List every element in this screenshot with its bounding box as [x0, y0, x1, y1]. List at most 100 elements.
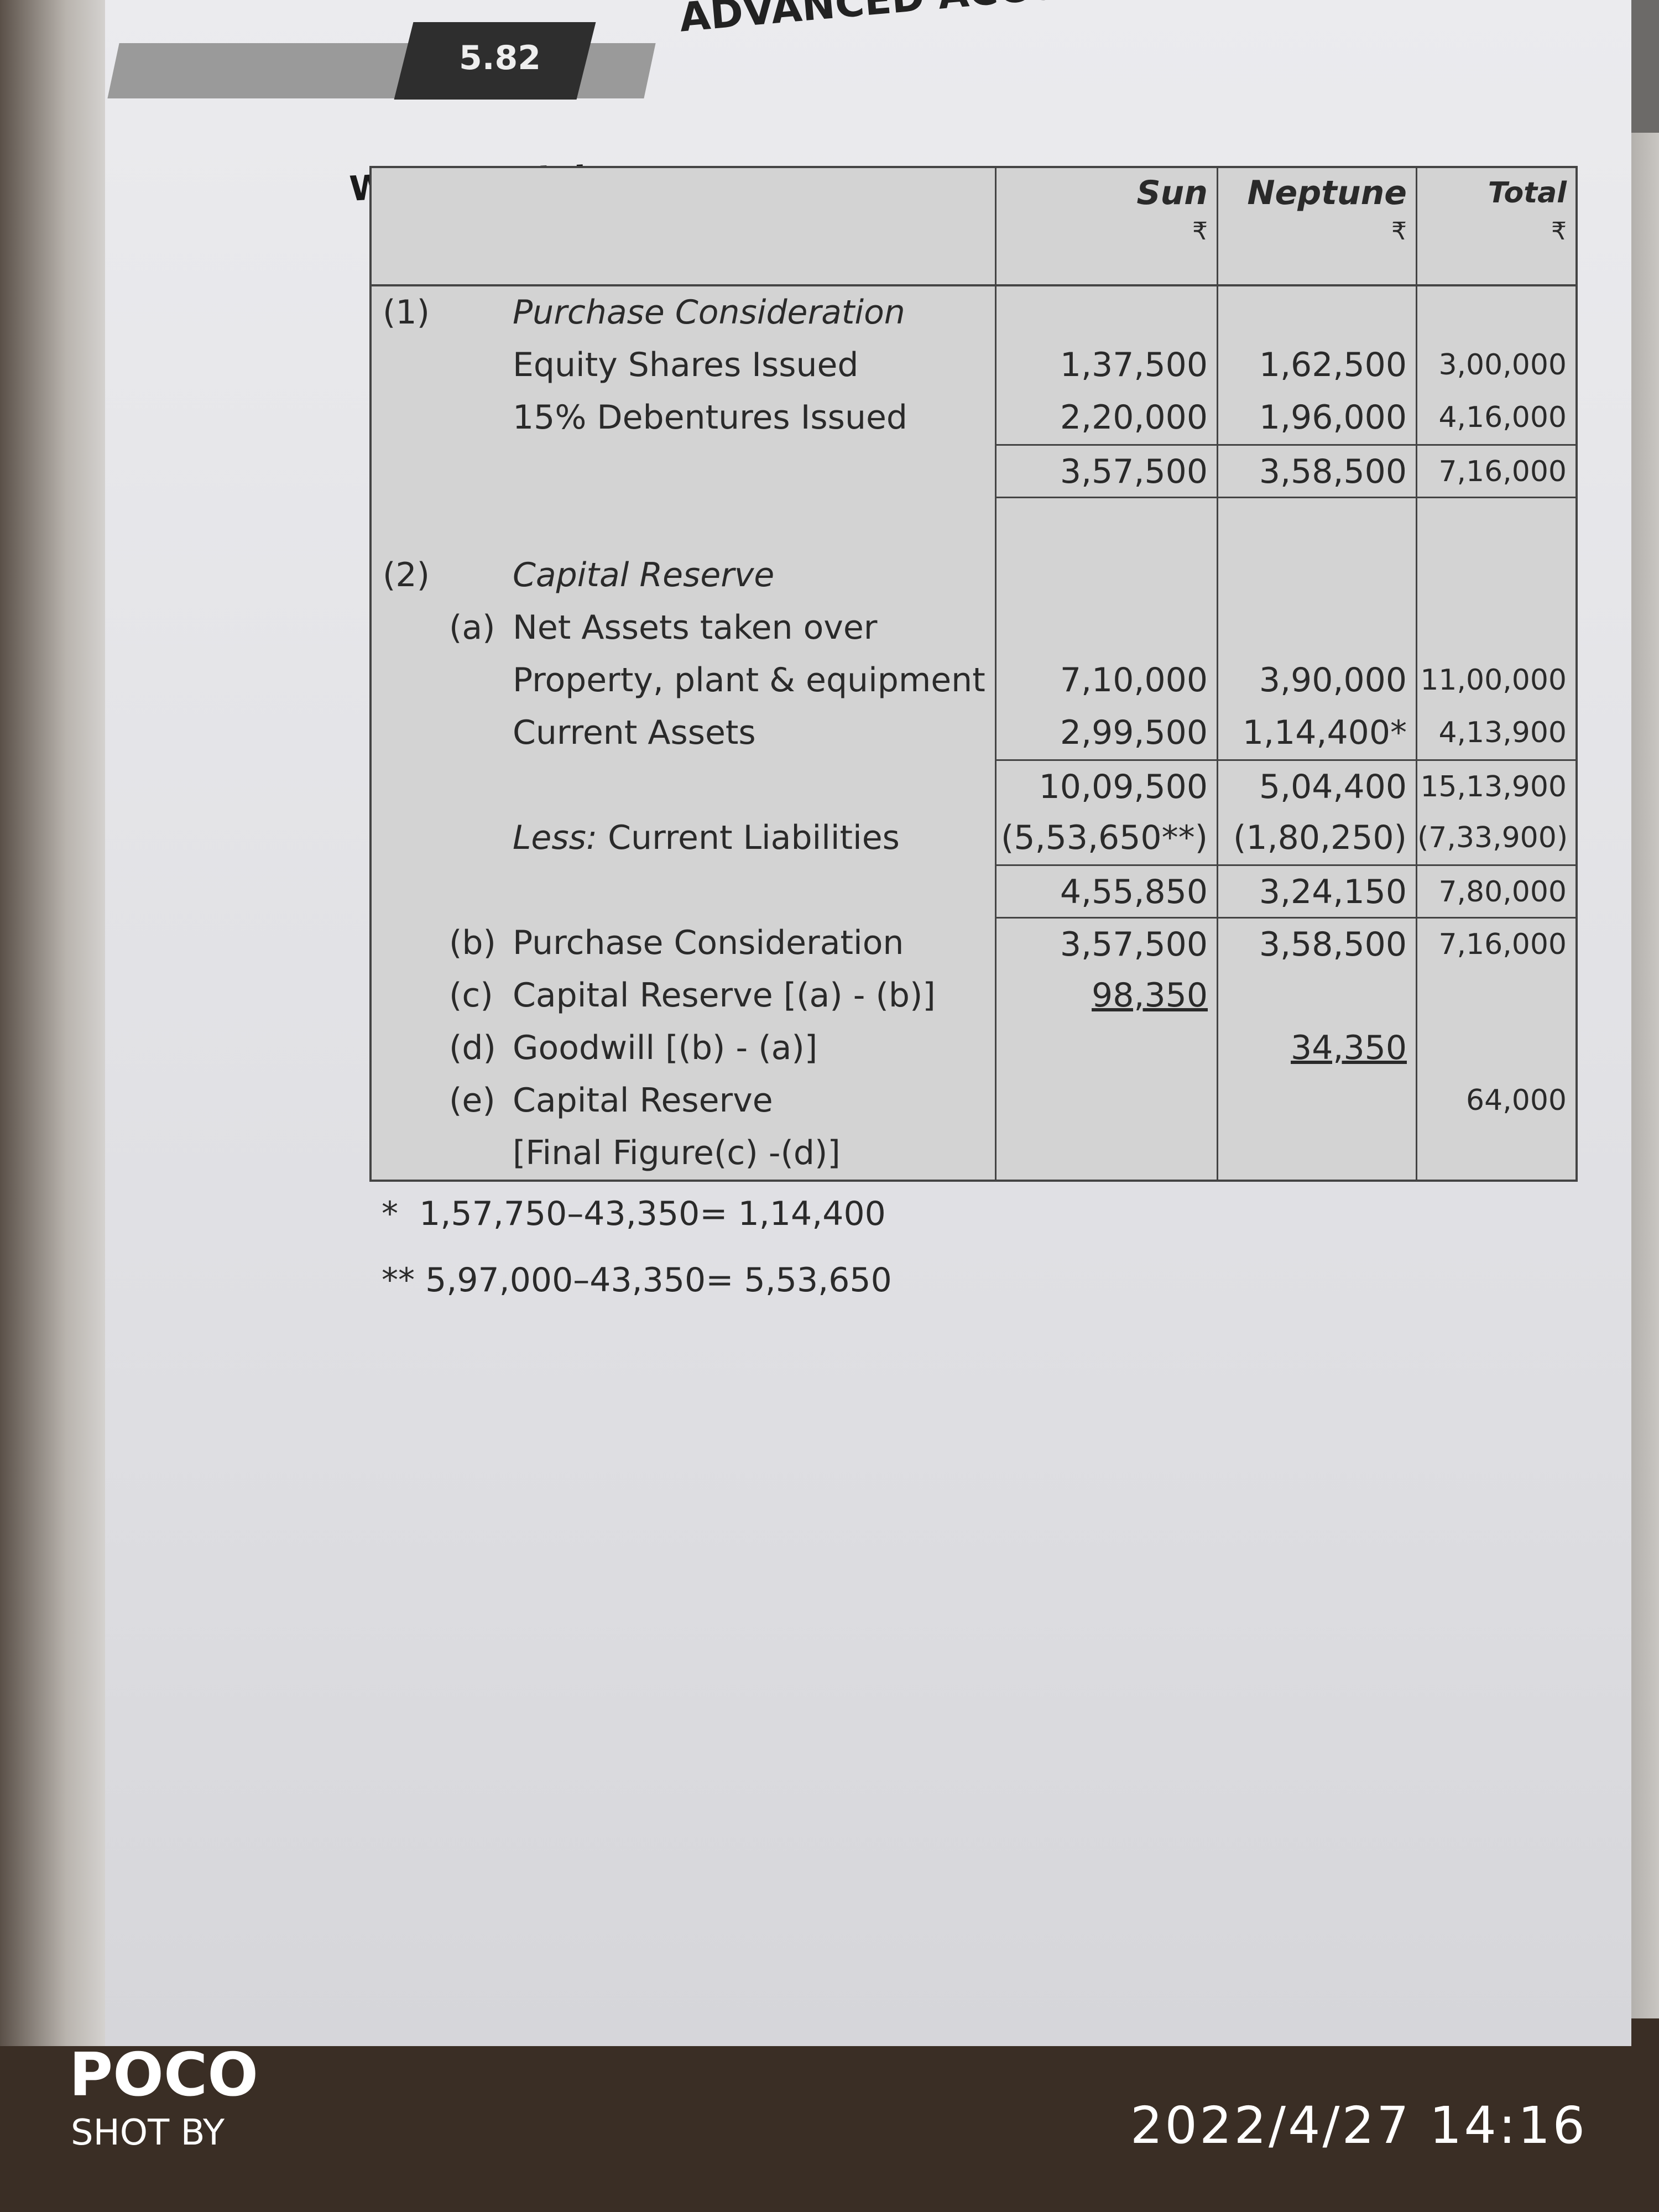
item-text: Less: Current Liabilities: [513, 818, 900, 857]
description-cell: (d) Goodwill [(b) - (a)]: [372, 1022, 997, 1074]
page-number: 5.82: [459, 39, 541, 77]
value-neptune: (1,80,250): [1218, 812, 1417, 864]
item-text: Net Assets taken over: [513, 608, 878, 647]
value-sun: 3,57,500: [997, 444, 1218, 497]
value-total: [1417, 969, 1575, 1022]
item-text: Capital Reserve: [513, 556, 775, 594]
description-cell: (1) Purchase Consideration: [372, 286, 997, 339]
value-sun: [997, 1074, 1218, 1127]
table-row: [Final Figure(c) -(d)]: [372, 1127, 1575, 1180]
footnote-mark: **: [382, 1261, 415, 1300]
value-sun: (5,53,650**): [997, 812, 1218, 864]
item-text: Property, plant & equipment: [513, 661, 985, 700]
table-row: 3,57,500 3,58,500 7,16,000: [372, 444, 1575, 497]
value-sun: 10,09,500: [997, 759, 1218, 812]
sub-item-letter: (c): [449, 976, 493, 1015]
watermark-caption: SHOT BY: [71, 2112, 225, 2153]
sub-item-letter: (a): [449, 608, 495, 647]
value-total: 15,13,900: [1417, 759, 1575, 812]
value-total: [1417, 1022, 1575, 1074]
value-neptune: 3,58,500: [1218, 444, 1417, 497]
value-sun: 7,10,000: [997, 654, 1218, 707]
item-number: (2): [383, 556, 430, 594]
value-total: [1417, 286, 1575, 339]
column-header-sun: Sun ₹: [997, 168, 1218, 284]
table-row: Less: Current Liabilities (5,53,650**) (1,…: [372, 812, 1575, 864]
rupee-unit: ₹: [1391, 217, 1407, 246]
value-total: [1417, 497, 1575, 549]
table-row: (e) Capital Reserve 64,000: [372, 1074, 1575, 1127]
column-name: Sun: [1136, 174, 1208, 212]
value-neptune: 34,350: [1218, 1022, 1417, 1074]
value-sun: [997, 286, 1218, 339]
value-neptune: 3,58,500: [1218, 917, 1417, 969]
item-text: Capital Reserve [(a) - (b)]: [513, 976, 936, 1015]
description-cell: Equity Shares Issued: [372, 339, 997, 392]
table-header-row: Sun ₹ Neptune ₹ Total ₹: [372, 168, 1575, 286]
description-cell: Less: Current Liabilities: [372, 812, 997, 864]
column-name: Neptune: [1247, 174, 1407, 212]
description-cell: [372, 444, 997, 497]
value-total: 7,80,000: [1417, 864, 1575, 917]
description-cell: (b) Purchase Consideration: [372, 917, 997, 969]
description-cell: 15% Debentures Issued: [372, 392, 997, 444]
value-sun: 1,37,500: [997, 339, 1218, 392]
value-total: [1417, 549, 1575, 602]
value-neptune: [1218, 969, 1417, 1022]
description-cell: [372, 864, 997, 917]
table-row: 4,55,850 3,24,150 7,80,000: [372, 864, 1575, 917]
table-row: Current Assets 2,99,500 1,14,400* 4,13,900: [372, 707, 1575, 759]
rupee-unit: ₹: [1192, 217, 1208, 246]
value-total: 4,13,900: [1438, 716, 1567, 749]
value-total: 3,00,000: [1438, 348, 1567, 382]
description-cell: [Final Figure(c) -(d)]: [372, 1127, 997, 1180]
value-neptune: 1,62,500: [1218, 339, 1417, 392]
value-neptune: 5,04,400: [1218, 759, 1417, 812]
value-neptune: [1218, 602, 1417, 654]
description-cell: (c) Capital Reserve [(a) - (b)]: [372, 969, 997, 1022]
table-row: Property, plant & equipment 7,10,000 3,90,…: [372, 654, 1575, 707]
footnote-2: ** 5,97,000–43,350= 5,53,650: [382, 1261, 892, 1300]
value-total: (7,33,900): [1417, 821, 1568, 854]
item-text: Purchase Consideration: [513, 293, 905, 332]
table-row: 10,09,500 5,04,400 15,13,900: [372, 759, 1575, 812]
table-row: (c) Capital Reserve [(a) - (b)] 98,350: [372, 969, 1575, 1022]
table-row: (2) Capital Reserve: [372, 549, 1575, 602]
value-sun: [997, 602, 1218, 654]
table-row: 15% Debentures Issued 2,20,000 1,96,000 4,1…: [372, 392, 1575, 444]
value-total: 64,000: [1466, 1084, 1567, 1117]
value-total: 4,16,000: [1438, 401, 1567, 434]
photo-timestamp: 2022/4/27 14:16: [1130, 2096, 1587, 2155]
item-text: Purchase Consideration: [513, 924, 904, 962]
description-cell: (2) Capital Reserve: [372, 549, 997, 602]
table-row: Equity Shares Issued 1,37,500 1,62,500 3,00…: [372, 339, 1575, 392]
item-number: (1): [383, 293, 430, 332]
description-cell: [372, 497, 997, 549]
table-row: (d) Goodwill [(b) - (a)] 34,350: [372, 1022, 1575, 1074]
value-neptune: [1218, 286, 1417, 339]
value-neptune: 3,24,150: [1218, 864, 1417, 917]
value-total: 7,16,000: [1417, 444, 1575, 497]
value-neptune: [1218, 497, 1417, 549]
value-neptune: [1218, 1074, 1417, 1127]
value-neptune: 1,14,400*: [1218, 707, 1417, 759]
description-cell: Current Assets: [372, 707, 997, 759]
watermark-brand: POCO: [69, 2041, 259, 2110]
value-sun: 2,99,500: [997, 707, 1218, 759]
value-sun: 4,55,850: [997, 864, 1218, 917]
sub-item-letter: (b): [449, 924, 496, 962]
value-neptune: [1218, 549, 1417, 602]
item-text: Goodwill [(b) - (a)]: [513, 1029, 818, 1067]
value-neptune: 3,90,000: [1218, 654, 1417, 707]
value-total: [1417, 1127, 1575, 1180]
value-total: [1417, 602, 1575, 654]
footnote-text: 5,97,000–43,350= 5,53,650: [425, 1261, 892, 1300]
value-neptune: [1218, 1127, 1417, 1180]
value-sun: 2,20,000: [997, 392, 1218, 444]
rupee-unit: ₹: [1551, 217, 1567, 246]
table-row: [372, 497, 1575, 549]
value-sun: [997, 497, 1218, 549]
column-header-neptune: Neptune ₹: [1218, 168, 1417, 284]
column-name: Total: [1488, 176, 1567, 210]
column-header-total: Total ₹: [1417, 168, 1575, 284]
